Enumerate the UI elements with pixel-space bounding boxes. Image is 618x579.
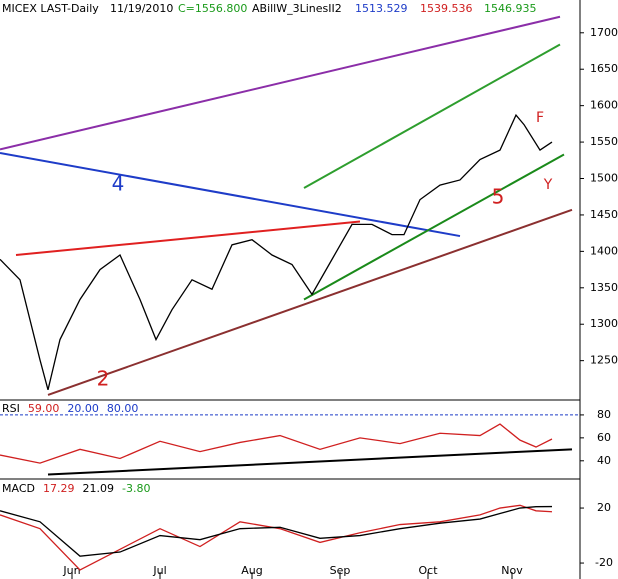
trend-line bbox=[47, 208, 573, 396]
series-line bbox=[0, 504, 553, 571]
x-tick-label: Nov bbox=[501, 564, 523, 577]
y-tick-label: 80 bbox=[597, 408, 611, 421]
y-tick-label: 40 bbox=[597, 454, 611, 467]
trend-line bbox=[15, 220, 361, 257]
header-value: 1539.536 bbox=[420, 2, 473, 15]
annotation: 2 bbox=[97, 367, 110, 391]
annotation: 5 bbox=[492, 185, 505, 209]
panel-label: 20.00 bbox=[67, 402, 99, 415]
y-tick-label: 1700 bbox=[590, 26, 618, 39]
x-tick-label: Sep bbox=[330, 564, 351, 577]
y-tick-label: 1300 bbox=[590, 317, 618, 330]
panel-label: -3.80 bbox=[122, 482, 150, 495]
header-symbol: MICEX LAST-Daily bbox=[2, 2, 99, 15]
trend-line bbox=[0, 152, 461, 238]
series-line bbox=[0, 505, 553, 557]
panel-label: 17.29 bbox=[43, 482, 75, 495]
y-tick-label: 1500 bbox=[590, 172, 618, 185]
y-tick-label: 1650 bbox=[590, 62, 618, 75]
header-indicator: ABillW_3LinesII2 bbox=[252, 2, 342, 15]
header-date: 11/19/2010 bbox=[110, 2, 173, 15]
trend-line bbox=[303, 153, 565, 301]
y-tick-label: 1550 bbox=[590, 135, 618, 148]
y-tick-label: 1350 bbox=[590, 281, 618, 294]
trend-line bbox=[47, 448, 573, 476]
trend-line bbox=[303, 43, 561, 189]
y-tick-label: 20 bbox=[597, 501, 611, 514]
x-tick-label: Jun bbox=[62, 564, 80, 577]
y-tick-label: 1450 bbox=[590, 208, 618, 221]
series-line bbox=[0, 113, 553, 390]
y-tick-label: 1250 bbox=[590, 354, 618, 367]
header-value: 1546.935 bbox=[484, 2, 537, 15]
panel-label: RSI bbox=[2, 402, 20, 415]
y-tick-label: 1400 bbox=[590, 244, 618, 257]
header-value: 1513.529 bbox=[355, 2, 408, 15]
x-tick-label: Oct bbox=[418, 564, 438, 577]
y-tick-label: 1600 bbox=[590, 99, 618, 112]
header-close: C=1556.800 bbox=[178, 2, 247, 15]
panel-label: 80.00 bbox=[107, 402, 139, 415]
panel-label: MACD bbox=[2, 482, 35, 495]
annotation: Y bbox=[543, 177, 553, 193]
y-tick-label: 60 bbox=[597, 431, 611, 444]
annotation: 4 bbox=[112, 172, 125, 196]
trend-line bbox=[0, 15, 561, 151]
x-tick-label: Jul bbox=[152, 564, 166, 577]
annotation: F bbox=[536, 110, 544, 126]
y-tick-label: -20 bbox=[595, 556, 613, 569]
panel-label: 59.00 bbox=[28, 402, 60, 415]
panel-label: 21.09 bbox=[82, 482, 114, 495]
x-tick-label: Aug bbox=[241, 564, 262, 577]
series-line bbox=[0, 423, 553, 464]
